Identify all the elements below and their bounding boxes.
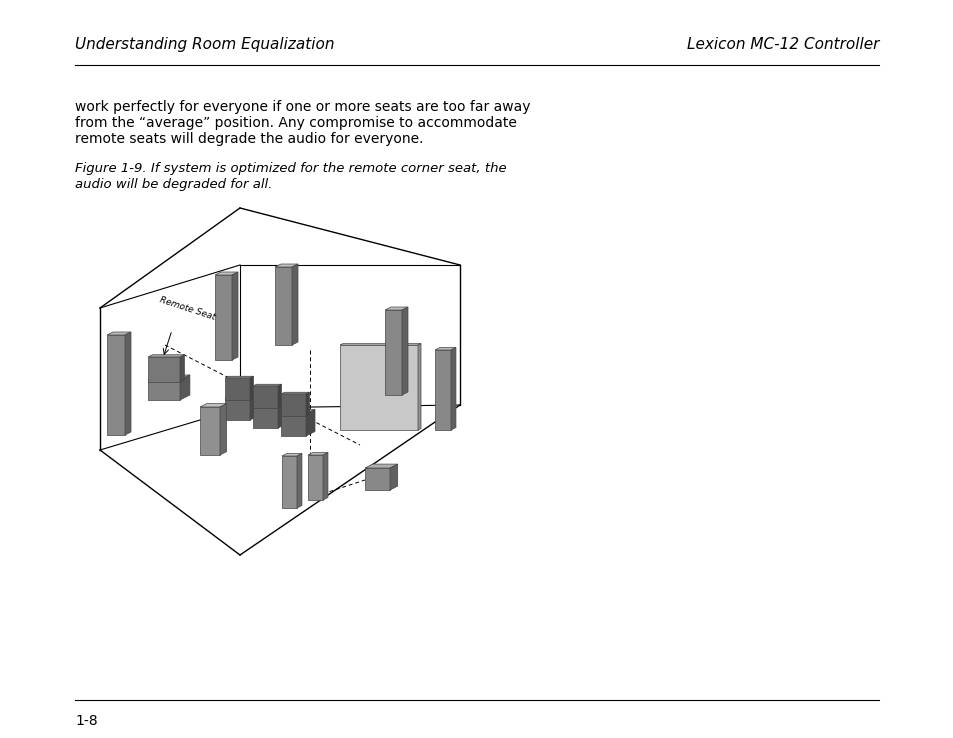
Polygon shape (148, 357, 180, 382)
Polygon shape (385, 310, 401, 395)
Polygon shape (220, 404, 227, 455)
Polygon shape (180, 375, 190, 400)
Polygon shape (148, 380, 180, 400)
Polygon shape (282, 453, 302, 456)
Polygon shape (365, 464, 397, 468)
Polygon shape (308, 452, 328, 455)
Polygon shape (250, 376, 253, 400)
Polygon shape (277, 384, 281, 408)
Polygon shape (200, 404, 227, 407)
Polygon shape (253, 384, 281, 386)
Polygon shape (306, 393, 309, 416)
Polygon shape (339, 343, 420, 345)
Polygon shape (281, 393, 309, 394)
Text: audio will be degraded for all.: audio will be degraded for all. (75, 178, 273, 191)
Polygon shape (308, 455, 323, 500)
Polygon shape (274, 267, 292, 345)
Polygon shape (390, 464, 397, 490)
Polygon shape (148, 355, 184, 357)
Polygon shape (282, 456, 296, 508)
Polygon shape (225, 398, 250, 420)
Polygon shape (401, 307, 408, 395)
Text: Understanding Room Equalization: Understanding Room Equalization (75, 37, 335, 52)
Polygon shape (281, 414, 306, 436)
Polygon shape (107, 335, 125, 435)
Polygon shape (281, 394, 306, 416)
Text: remote seats will degrade the audio for everyone.: remote seats will degrade the audio for … (75, 132, 423, 146)
Polygon shape (435, 348, 456, 350)
Polygon shape (107, 332, 131, 335)
Polygon shape (253, 386, 277, 408)
Text: Remote Seat: Remote Seat (158, 295, 215, 322)
Polygon shape (274, 264, 297, 267)
Polygon shape (180, 355, 184, 382)
Polygon shape (296, 453, 302, 508)
Polygon shape (225, 378, 250, 400)
Polygon shape (292, 264, 297, 345)
Text: work perfectly for everyone if one or more seats are too far away: work perfectly for everyone if one or mo… (75, 100, 530, 114)
Polygon shape (200, 407, 220, 455)
Text: 1-8: 1-8 (75, 714, 97, 728)
Polygon shape (225, 376, 253, 378)
Polygon shape (365, 468, 390, 490)
Polygon shape (253, 406, 277, 428)
Polygon shape (250, 393, 258, 420)
Polygon shape (306, 410, 314, 436)
Polygon shape (253, 401, 287, 406)
Polygon shape (323, 452, 328, 500)
Polygon shape (125, 332, 131, 435)
Text: Lexicon MC-12 Controller: Lexicon MC-12 Controller (686, 37, 878, 52)
Polygon shape (435, 350, 451, 430)
Polygon shape (451, 348, 456, 430)
Polygon shape (225, 393, 258, 398)
Polygon shape (148, 375, 190, 380)
Polygon shape (339, 345, 417, 430)
Polygon shape (214, 275, 232, 360)
Polygon shape (232, 272, 237, 360)
Polygon shape (417, 343, 420, 430)
Polygon shape (281, 410, 314, 414)
Text: from the “average” position. Any compromise to accommodate: from the “average” position. Any comprom… (75, 116, 517, 130)
Polygon shape (214, 272, 237, 275)
Polygon shape (277, 401, 287, 428)
Polygon shape (385, 307, 408, 310)
Text: Figure 1-9. If system is optimized for the remote corner seat, the: Figure 1-9. If system is optimized for t… (75, 162, 506, 175)
